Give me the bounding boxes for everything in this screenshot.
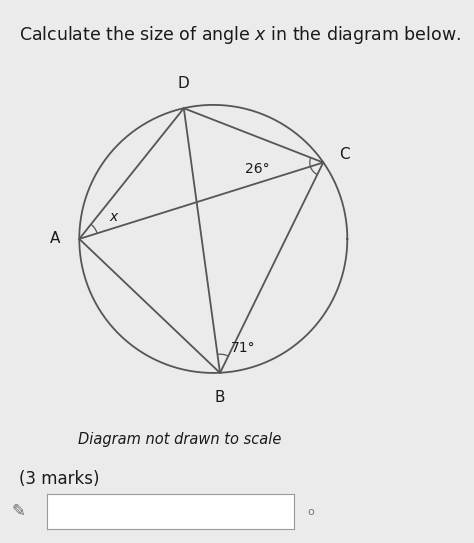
Text: $x$: $x$: [109, 211, 119, 224]
Text: (3 marks): (3 marks): [19, 470, 100, 488]
Text: A: A: [50, 231, 61, 247]
Text: 26°: 26°: [245, 162, 270, 176]
Text: 71°: 71°: [230, 341, 255, 355]
Text: ✎: ✎: [12, 502, 26, 521]
Text: C: C: [339, 147, 350, 162]
Text: Diagram not drawn to scale: Diagram not drawn to scale: [78, 432, 282, 447]
Text: Calculate the size of angle $x$ in the diagram below.: Calculate the size of angle $x$ in the d…: [19, 24, 461, 47]
Text: o: o: [307, 507, 314, 516]
Text: B: B: [215, 390, 225, 406]
Text: D: D: [178, 76, 190, 91]
